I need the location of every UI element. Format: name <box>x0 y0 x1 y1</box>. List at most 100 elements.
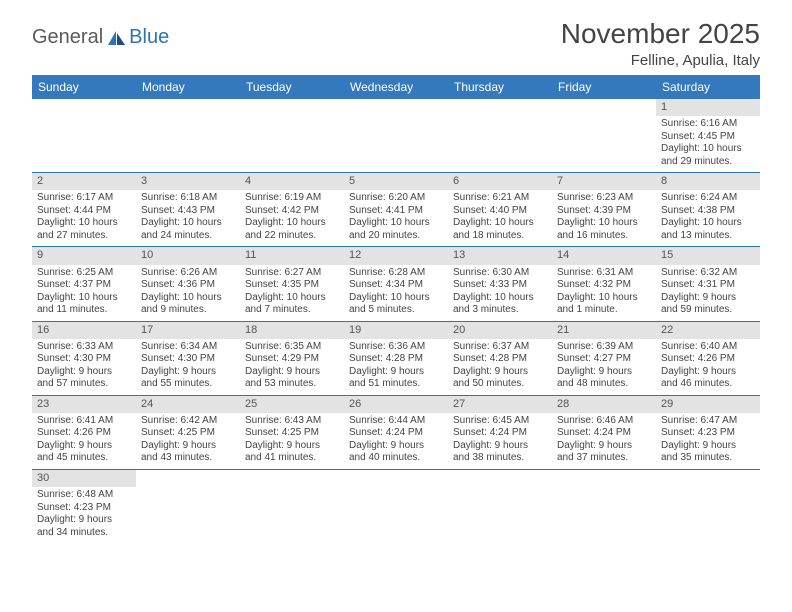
day-detail-line: Daylight: 9 hours <box>661 292 755 305</box>
day-detail-line: and 50 minutes. <box>453 378 547 391</box>
weekday-header: Thursday <box>448 75 552 99</box>
day-number: 25 <box>240 396 344 413</box>
calendar-day-cell <box>240 99 344 173</box>
logo-sail-icon <box>105 29 127 47</box>
day-content: Sunrise: 6:30 AMSunset: 4:33 PMDaylight:… <box>448 265 552 321</box>
header: General Blue November 2025 Felline, Apul… <box>32 18 760 69</box>
day-detail-line: Daylight: 9 hours <box>557 366 651 379</box>
day-detail-line: Sunrise: 6:40 AM <box>661 341 755 354</box>
calendar-day-cell: 4Sunrise: 6:19 AMSunset: 4:42 PMDaylight… <box>240 173 344 247</box>
day-content: Sunrise: 6:48 AMSunset: 4:23 PMDaylight:… <box>32 487 136 543</box>
day-detail-line: Daylight: 9 hours <box>661 440 755 453</box>
day-detail-line: Sunrise: 6:17 AM <box>37 192 131 205</box>
day-number: 4 <box>240 173 344 190</box>
day-detail-line: Sunrise: 6:18 AM <box>141 192 235 205</box>
day-content: Sunrise: 6:19 AMSunset: 4:42 PMDaylight:… <box>240 190 344 246</box>
logo-text-blue: Blue <box>129 26 169 49</box>
day-detail-line: Sunset: 4:41 PM <box>349 205 443 218</box>
title-block: November 2025 Felline, Apulia, Italy <box>561 18 760 69</box>
calendar-day-cell <box>32 99 136 173</box>
day-detail-line: Sunset: 4:28 PM <box>349 353 443 366</box>
calendar-week-row: 9Sunrise: 6:25 AMSunset: 4:37 PMDaylight… <box>32 247 760 321</box>
weekday-header: Saturday <box>656 75 760 99</box>
day-detail-line: Daylight: 9 hours <box>37 440 131 453</box>
day-number: 27 <box>448 396 552 413</box>
day-detail-line: and 43 minutes. <box>141 452 235 465</box>
day-detail-line: Sunset: 4:30 PM <box>141 353 235 366</box>
day-detail-line: Sunrise: 6:28 AM <box>349 267 443 280</box>
day-content: Sunrise: 6:46 AMSunset: 4:24 PMDaylight:… <box>552 413 656 469</box>
day-detail-line: Sunrise: 6:47 AM <box>661 415 755 428</box>
logo-text-general: General <box>32 26 103 49</box>
day-detail-line: Sunset: 4:26 PM <box>661 353 755 366</box>
calendar-day-cell: 3Sunrise: 6:18 AMSunset: 4:43 PMDaylight… <box>136 173 240 247</box>
day-detail-line: Daylight: 9 hours <box>141 440 235 453</box>
calendar-day-cell: 25Sunrise: 6:43 AMSunset: 4:25 PMDayligh… <box>240 395 344 469</box>
day-number-empty <box>552 99 656 116</box>
day-detail-line: Sunset: 4:27 PM <box>557 353 651 366</box>
day-content: Sunrise: 6:43 AMSunset: 4:25 PMDaylight:… <box>240 413 344 469</box>
day-detail-line: Daylight: 10 hours <box>453 217 547 230</box>
day-content: Sunrise: 6:42 AMSunset: 4:25 PMDaylight:… <box>136 413 240 469</box>
day-detail-line: Sunrise: 6:39 AM <box>557 341 651 354</box>
calendar-day-cell: 22Sunrise: 6:40 AMSunset: 4:26 PMDayligh… <box>656 321 760 395</box>
day-detail-line: Sunrise: 6:19 AM <box>245 192 339 205</box>
weekday-header: Wednesday <box>344 75 448 99</box>
day-number: 24 <box>136 396 240 413</box>
day-number: 11 <box>240 247 344 264</box>
day-detail-line: Daylight: 9 hours <box>453 366 547 379</box>
day-content: Sunrise: 6:35 AMSunset: 4:29 PMDaylight:… <box>240 339 344 395</box>
month-title: November 2025 <box>561 18 760 50</box>
calendar-day-cell: 8Sunrise: 6:24 AMSunset: 4:38 PMDaylight… <box>656 173 760 247</box>
day-detail-line: Sunset: 4:45 PM <box>661 131 755 144</box>
day-detail-line: and 7 minutes. <box>245 304 339 317</box>
day-detail-line: and 5 minutes. <box>349 304 443 317</box>
calendar-day-cell <box>448 99 552 173</box>
day-number: 30 <box>32 470 136 487</box>
calendar-day-cell: 16Sunrise: 6:33 AMSunset: 4:30 PMDayligh… <box>32 321 136 395</box>
day-detail-line: Sunrise: 6:16 AM <box>661 118 755 131</box>
day-detail-line: Sunrise: 6:21 AM <box>453 192 547 205</box>
day-detail-line: Sunrise: 6:26 AM <box>141 267 235 280</box>
calendar-day-cell: 28Sunrise: 6:46 AMSunset: 4:24 PMDayligh… <box>552 395 656 469</box>
day-content: Sunrise: 6:26 AMSunset: 4:36 PMDaylight:… <box>136 265 240 321</box>
calendar-day-cell <box>240 469 344 543</box>
day-content: Sunrise: 6:37 AMSunset: 4:28 PMDaylight:… <box>448 339 552 395</box>
day-detail-line: Sunset: 4:37 PM <box>37 279 131 292</box>
day-detail-line: and 18 minutes. <box>453 230 547 243</box>
calendar-day-cell <box>552 99 656 173</box>
day-detail-line: Sunset: 4:38 PM <box>661 205 755 218</box>
day-detail-line: Daylight: 10 hours <box>453 292 547 305</box>
day-detail-line: and 35 minutes. <box>661 452 755 465</box>
page: General Blue November 2025 Felline, Apul… <box>0 0 792 543</box>
calendar-table: SundayMondayTuesdayWednesdayThursdayFrid… <box>32 75 760 543</box>
day-detail-line: Sunrise: 6:48 AM <box>37 489 131 502</box>
day-detail-line: and 46 minutes. <box>661 378 755 391</box>
day-content: Sunrise: 6:34 AMSunset: 4:30 PMDaylight:… <box>136 339 240 395</box>
day-number-empty <box>448 99 552 116</box>
day-detail-line: Daylight: 10 hours <box>557 292 651 305</box>
day-content: Sunrise: 6:33 AMSunset: 4:30 PMDaylight:… <box>32 339 136 395</box>
day-detail-line: Daylight: 9 hours <box>245 366 339 379</box>
day-detail-line: Daylight: 9 hours <box>557 440 651 453</box>
day-detail-line: Sunset: 4:44 PM <box>37 205 131 218</box>
day-content: Sunrise: 6:24 AMSunset: 4:38 PMDaylight:… <box>656 190 760 246</box>
day-number-empty <box>136 99 240 116</box>
day-number: 19 <box>344 322 448 339</box>
day-detail-line: Sunrise: 6:46 AM <box>557 415 651 428</box>
day-number: 9 <box>32 247 136 264</box>
day-number: 20 <box>448 322 552 339</box>
calendar-day-cell: 26Sunrise: 6:44 AMSunset: 4:24 PMDayligh… <box>344 395 448 469</box>
day-detail-line: Sunset: 4:39 PM <box>557 205 651 218</box>
weekday-header: Sunday <box>32 75 136 99</box>
calendar-day-cell: 11Sunrise: 6:27 AMSunset: 4:35 PMDayligh… <box>240 247 344 321</box>
day-number: 14 <box>552 247 656 264</box>
day-detail-line: Daylight: 9 hours <box>37 514 131 527</box>
day-number: 22 <box>656 322 760 339</box>
day-detail-line: Sunset: 4:23 PM <box>661 427 755 440</box>
day-detail-line: Sunset: 4:24 PM <box>453 427 547 440</box>
day-detail-line: and 51 minutes. <box>349 378 443 391</box>
day-number: 7 <box>552 173 656 190</box>
calendar-day-cell: 21Sunrise: 6:39 AMSunset: 4:27 PMDayligh… <box>552 321 656 395</box>
day-content: Sunrise: 6:17 AMSunset: 4:44 PMDaylight:… <box>32 190 136 246</box>
